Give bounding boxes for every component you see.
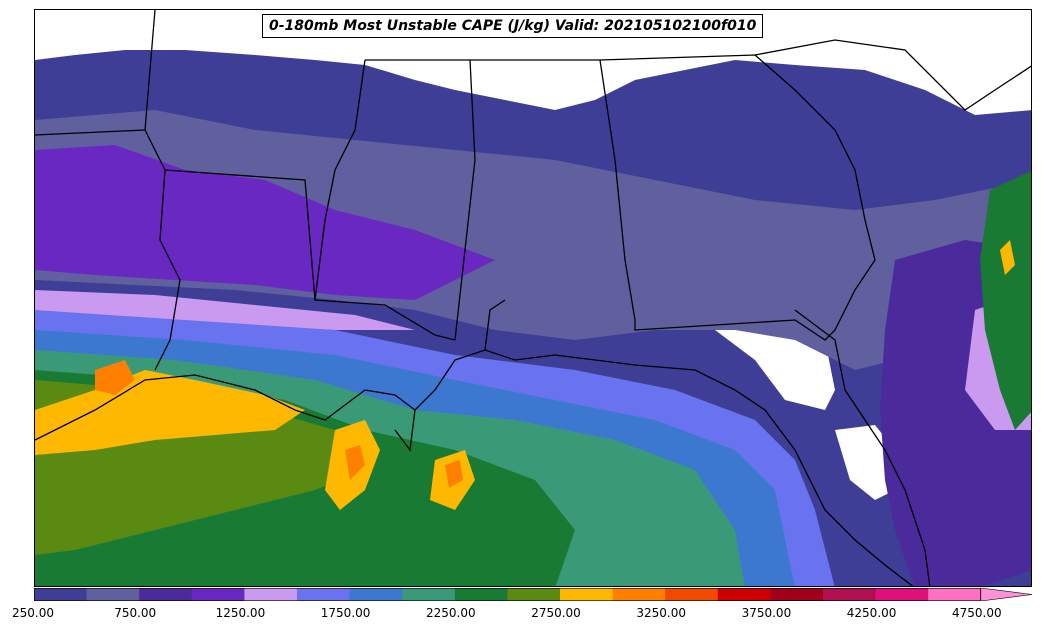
- colorbar-segment: [454, 588, 508, 601]
- colorbar-segment: [297, 588, 351, 601]
- colorbar-segment: [823, 588, 877, 601]
- colorbar-segment: [402, 588, 456, 601]
- colorbar-tick-label: 1750.00: [320, 606, 371, 620]
- colorbar-segment: [34, 588, 88, 601]
- cape-band-orange-2: [345, 445, 365, 480]
- colorbar-segment: [665, 588, 719, 601]
- colorbar: [34, 588, 1033, 601]
- colorbar-segment: [928, 588, 982, 601]
- colorbar-segment: [612, 588, 666, 601]
- cape-band-purple: [35, 110, 1031, 370]
- colorbar-segment: [86, 588, 140, 601]
- colorbar-tick-label: 3750.00: [741, 606, 792, 620]
- colorbar-segment: [349, 588, 403, 601]
- colorbar-tick-label: 4750.00: [951, 606, 1002, 620]
- colorbar-tick-label: 4250.00: [846, 606, 897, 620]
- colorbar-tick-label: 250.00: [12, 606, 54, 620]
- map-panel: [34, 9, 1032, 587]
- colorbar-tick-label: 750.00: [114, 606, 157, 620]
- cape-band-violet: [35, 145, 495, 300]
- colorbar-segment: [507, 588, 561, 601]
- colorbar-segment: [191, 588, 245, 601]
- colorbar-segment: [717, 588, 771, 601]
- cape-band-east-gold: [1000, 240, 1015, 275]
- colorbar-tick-label: 1250.00: [215, 606, 266, 620]
- colorbar-segment: [244, 588, 298, 601]
- colorbar-segment: [770, 588, 824, 601]
- colorbar-segment: [560, 588, 614, 601]
- cape-map: [35, 10, 1031, 586]
- colorbar-extend-arrow: [980, 588, 1033, 601]
- boundary-lines: [35, 10, 1031, 586]
- colorbar-tick-label: 3250.00: [636, 606, 686, 620]
- colorbar-segment: [139, 588, 193, 601]
- colorbar-segment: [875, 588, 929, 601]
- cape-band-orange: [95, 360, 135, 395]
- cape-band-east-green: [980, 170, 1031, 430]
- cape-band-orange-3: [445, 460, 463, 488]
- colorbar-tick-label: 2750.00: [531, 606, 581, 620]
- map-title: 0-180mb Most Unstable CAPE (J/kg) Valid:…: [262, 14, 764, 38]
- colorbar-tick-label: 2250.00: [425, 606, 476, 620]
- cape-none-region-florida: [835, 425, 895, 500]
